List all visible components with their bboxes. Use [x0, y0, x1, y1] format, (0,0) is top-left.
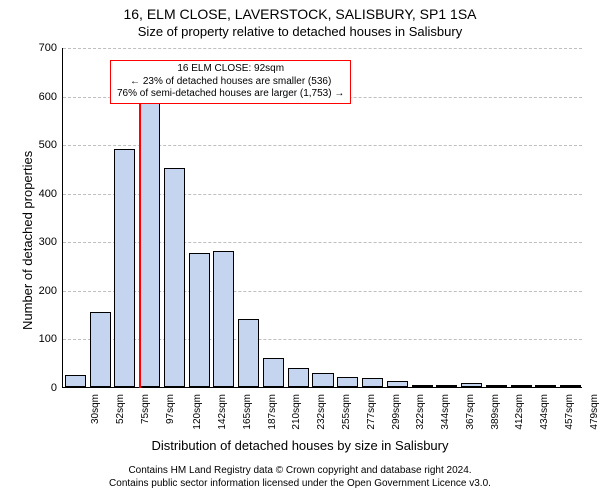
callout-line-2: ← 23% of detached houses are smaller (53…	[117, 76, 344, 89]
x-tick: 165sqm	[242, 394, 253, 430]
x-tick: 322sqm	[415, 394, 426, 430]
x-tick: 412sqm	[514, 394, 525, 430]
histogram-bar	[139, 99, 160, 387]
property-callout: 16 ELM CLOSE: 92sqm ← 23% of detached ho…	[110, 60, 351, 104]
histogram-bar	[238, 319, 259, 387]
y-tick: 100	[39, 333, 63, 345]
callout-line-1: 16 ELM CLOSE: 92sqm	[117, 63, 344, 76]
x-tick: 457sqm	[564, 394, 575, 430]
y-tick: 600	[39, 91, 63, 103]
x-tick: 120sqm	[192, 394, 203, 430]
histogram-bar	[65, 375, 86, 387]
x-tick: 30sqm	[90, 394, 101, 424]
x-tick: 210sqm	[291, 394, 302, 430]
footer-line-1: Contains HM Land Registry data © Crown c…	[128, 465, 471, 476]
histogram-bar	[461, 383, 482, 387]
histogram-bar	[511, 385, 532, 387]
y-tick: 500	[39, 139, 63, 151]
histogram-bar	[164, 168, 185, 387]
x-tick: 367sqm	[465, 394, 476, 430]
histogram-bar	[412, 385, 433, 387]
page-title: 16, ELM CLOSE, LAVERSTOCK, SALISBURY, SP…	[0, 6, 600, 22]
histogram-bar	[312, 373, 333, 387]
x-tick: 344sqm	[440, 394, 451, 430]
histogram-bar	[263, 358, 284, 387]
gridline	[63, 48, 582, 49]
x-tick: 299sqm	[390, 394, 401, 430]
histogram-bar	[90, 312, 111, 387]
footer-line-2: Contains public sector information licen…	[109, 478, 491, 489]
y-tick: 400	[39, 188, 63, 200]
x-tick: 232sqm	[316, 394, 327, 430]
x-tick: 187sqm	[266, 394, 277, 430]
y-tick: 300	[39, 236, 63, 248]
histogram-bar	[560, 385, 581, 387]
histogram-bar	[189, 253, 210, 387]
histogram-bar	[486, 385, 507, 387]
y-tick: 700	[39, 42, 63, 54]
attribution-footer: Contains HM Land Registry data © Crown c…	[0, 464, 600, 490]
x-tick: 75sqm	[140, 394, 151, 424]
x-tick: 434sqm	[539, 394, 550, 430]
histogram-bar	[114, 149, 135, 387]
y-tick: 200	[39, 285, 63, 297]
x-tick: 277sqm	[366, 394, 377, 430]
property-marker-line	[139, 99, 141, 388]
x-tick: 479sqm	[588, 394, 599, 430]
x-tick: 97sqm	[165, 394, 176, 424]
x-axis-label: Distribution of detached houses by size …	[0, 438, 600, 453]
histogram-bar	[387, 381, 408, 387]
histogram-bar	[337, 377, 358, 387]
y-axis-label: Number of detached properties	[20, 151, 35, 330]
callout-line-3: 76% of semi-detached houses are larger (…	[117, 88, 344, 101]
histogram-bar	[362, 378, 383, 387]
x-tick: 389sqm	[489, 394, 500, 430]
histogram-bar	[288, 368, 309, 387]
chart-subtitle: Size of property relative to detached ho…	[0, 24, 600, 39]
x-tick: 255sqm	[341, 394, 352, 430]
histogram-bar	[535, 385, 556, 387]
y-tick: 0	[51, 382, 63, 394]
histogram-bar	[213, 251, 234, 387]
x-tick: 142sqm	[217, 394, 228, 430]
x-tick: 52sqm	[115, 394, 126, 424]
histogram-bar	[436, 385, 457, 387]
